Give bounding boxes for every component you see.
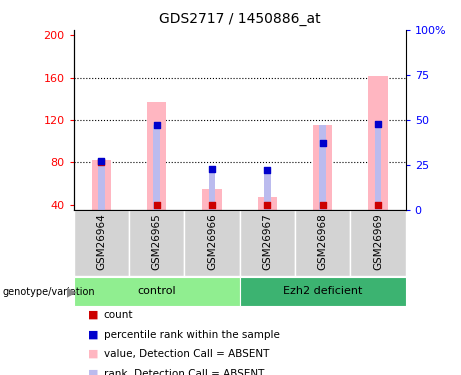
Text: ▶: ▶: [67, 285, 77, 298]
Point: [208, 166, 216, 172]
Bar: [350, 210, 406, 276]
Text: value, Detection Call = ABSENT: value, Detection Call = ABSENT: [104, 349, 269, 359]
Point: [374, 121, 382, 127]
Text: GSM26969: GSM26969: [373, 213, 383, 270]
Text: ■: ■: [88, 349, 98, 359]
Bar: [375, 124, 381, 210]
Text: GSM26966: GSM26966: [207, 213, 217, 270]
Text: GSM26965: GSM26965: [152, 213, 162, 270]
Bar: [240, 210, 295, 276]
Bar: [92, 160, 111, 210]
Text: rank, Detection Call = ABSENT: rank, Detection Call = ABSENT: [104, 369, 264, 375]
Bar: [319, 125, 326, 210]
Point: [98, 159, 105, 165]
Text: control: control: [137, 286, 176, 296]
Text: GSM26968: GSM26968: [318, 213, 328, 270]
Text: ■: ■: [88, 310, 98, 320]
Bar: [129, 210, 184, 276]
Point: [264, 167, 271, 173]
Bar: [154, 125, 160, 210]
Point: [98, 158, 105, 164]
Bar: [258, 197, 277, 210]
Text: count: count: [104, 310, 133, 320]
Bar: [368, 75, 388, 210]
Bar: [240, 277, 406, 306]
Bar: [209, 169, 215, 210]
Bar: [184, 210, 240, 276]
Bar: [313, 125, 332, 210]
Bar: [264, 170, 271, 210]
Bar: [74, 277, 240, 306]
Bar: [147, 102, 166, 210]
Text: GSM26964: GSM26964: [96, 213, 106, 270]
Title: GDS2717 / 1450886_at: GDS2717 / 1450886_at: [159, 12, 320, 26]
Text: ■: ■: [88, 330, 98, 339]
Point: [208, 202, 216, 208]
Bar: [98, 161, 105, 210]
Text: percentile rank within the sample: percentile rank within the sample: [104, 330, 280, 339]
Bar: [295, 210, 350, 276]
Point: [319, 202, 326, 208]
Bar: [74, 210, 129, 276]
Point: [153, 122, 160, 128]
Text: ■: ■: [88, 369, 98, 375]
Point: [264, 202, 271, 208]
Point: [374, 202, 382, 208]
Point: [153, 202, 160, 208]
Text: Ezh2 deficient: Ezh2 deficient: [283, 286, 362, 296]
Bar: [202, 189, 222, 210]
Text: genotype/variation: genotype/variation: [2, 286, 95, 297]
Point: [319, 140, 326, 146]
Text: GSM26967: GSM26967: [262, 213, 272, 270]
